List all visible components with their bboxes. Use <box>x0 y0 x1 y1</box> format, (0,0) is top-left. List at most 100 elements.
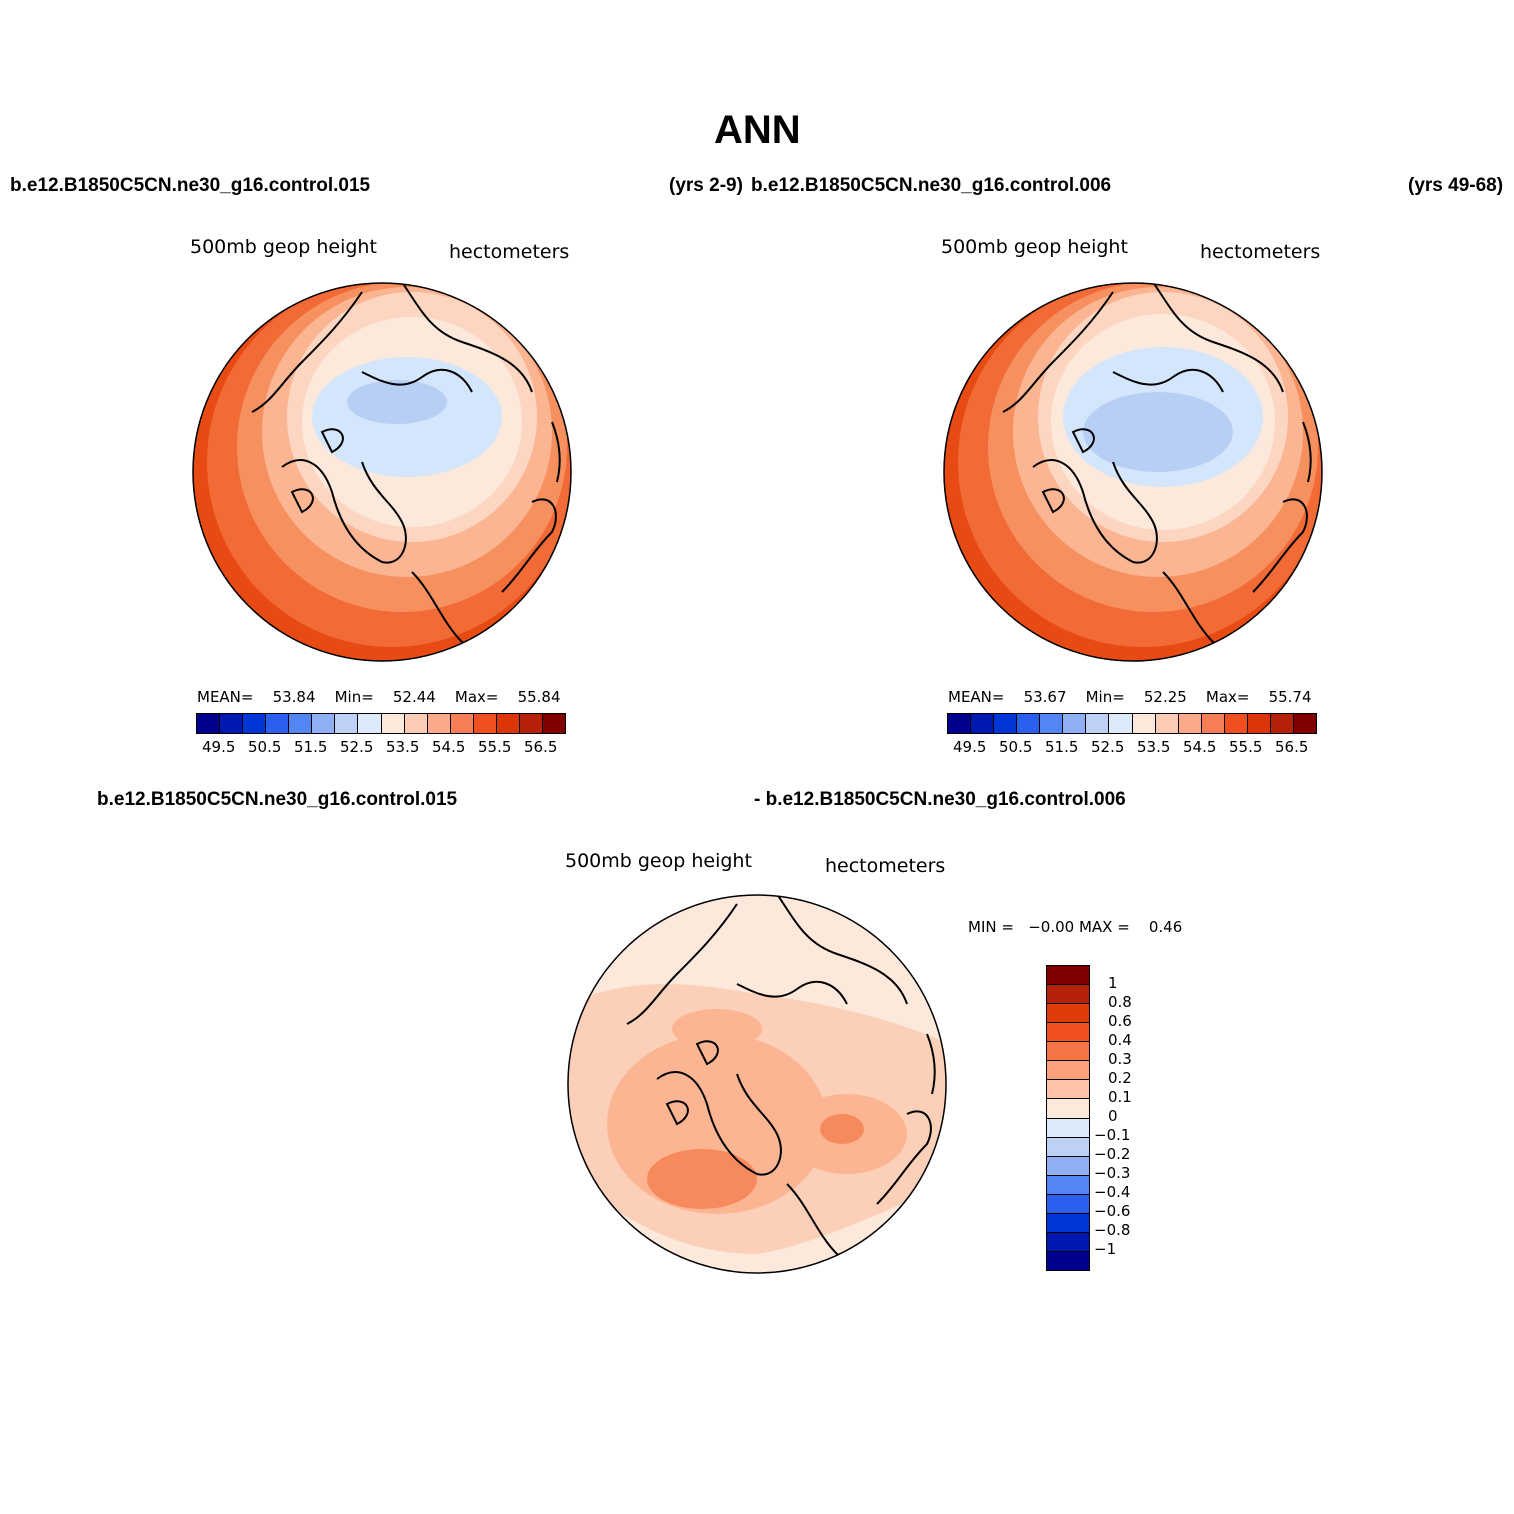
colorbar-tick-label: 50.5 <box>248 738 282 756</box>
colorbar-swatch <box>381 714 405 733</box>
colorbar-diff <box>1046 965 1090 1271</box>
colorbar-swatch <box>971 714 995 733</box>
colorbar-swatch <box>1047 1004 1089 1024</box>
variable-label-left: 500mb geop height <box>190 236 377 258</box>
colorbar-swatch <box>1047 1099 1089 1119</box>
colorbar-swatch <box>1047 1061 1089 1081</box>
polar-map-left <box>192 282 572 662</box>
colorbar-tick-label: 54.5 <box>1183 738 1217 756</box>
colorbar-left <box>196 713 566 734</box>
colorbar-swatch <box>1063 714 1087 733</box>
colorbar-swatch <box>243 714 267 733</box>
colorbar-swatch <box>994 714 1018 733</box>
colorbar-swatch <box>1040 714 1064 733</box>
colorbar-swatch <box>1047 1042 1089 1062</box>
diff-case-b: - b.e12.B1850C5CN.ne30_g16.control.006 <box>754 789 1126 810</box>
max-label: Max= <box>454 688 499 706</box>
colorbar-swatch <box>1086 714 1110 733</box>
colorbar-tick-label: 51.5 <box>294 738 328 756</box>
min-label: Min= <box>1085 688 1125 706</box>
colorbar-swatch <box>335 714 359 733</box>
colorbar-tick-label: −0.2 <box>1094 1145 1131 1163</box>
colorbar-swatch <box>289 714 313 733</box>
colorbar-tick-label: −0.8 <box>1094 1221 1131 1239</box>
max-value: 55.84 <box>517 688 561 706</box>
colorbar-swatch <box>1109 714 1133 733</box>
polar-map-right <box>943 282 1323 662</box>
colorbar-swatch <box>1132 714 1156 733</box>
colorbar-swatch <box>1047 1156 1089 1176</box>
mean-value: 53.67 <box>1023 688 1067 706</box>
colorbar-tick-label: 52.5 <box>1091 738 1125 756</box>
colorbar-swatch <box>1047 1023 1089 1043</box>
colorbar-swatch <box>1047 1175 1089 1195</box>
colorbar-swatch <box>1047 966 1089 986</box>
colorbar-tick-label: −1 <box>1094 1240 1117 1258</box>
colorbar-tick-label: 0.6 <box>1108 1012 1132 1030</box>
mean-label: MEAN= <box>197 688 254 706</box>
colorbar-tick-label: 0.3 <box>1108 1050 1132 1068</box>
min-value: 52.44 <box>392 688 436 706</box>
colorbar-swatch <box>473 714 497 733</box>
colorbar-swatch <box>1224 714 1248 733</box>
colorbar-tick-label: 55.5 <box>478 738 512 756</box>
colorbar-tick-label: 49.5 <box>202 738 236 756</box>
colorbar-tick-label: 1 <box>1108 974 1118 992</box>
colorbar-swatch <box>496 714 520 733</box>
years-label-right: (yrs 49-68) <box>1408 175 1504 196</box>
colorbar-tick-label: −0.4 <box>1094 1183 1131 1201</box>
colorbar-swatch <box>1047 1118 1089 1138</box>
stats-right: MEAN= 53.67 Min= 52.25 Max= 55.74 <box>948 688 1312 706</box>
diff-variable-label: 500mb geop height <box>565 850 752 872</box>
colorbar-swatch <box>1047 985 1089 1005</box>
colorbar-swatch <box>1178 714 1202 733</box>
colorbar-swatch <box>1047 1251 1089 1270</box>
colorbar-swatch <box>542 714 565 733</box>
colorbar-swatch <box>1047 1194 1089 1214</box>
colorbar-swatch <box>358 714 382 733</box>
colorbar-tick-label: 53.5 <box>386 738 420 756</box>
years-label-left: (yrs 2-9) <box>669 175 743 196</box>
colorbar-swatch <box>1017 714 1041 733</box>
colorbar-swatch <box>427 714 451 733</box>
colorbar-tick-label: 0 <box>1108 1107 1118 1125</box>
colorbar-tick-label: 0.2 <box>1108 1069 1132 1087</box>
colorbar-tick-label: 0.8 <box>1108 993 1132 1011</box>
colorbar-tick-label: 54.5 <box>432 738 466 756</box>
colorbar-tick-label: 49.5 <box>953 738 987 756</box>
colorbar-tick-label: 53.5 <box>1137 738 1171 756</box>
diff-minmax: MIN = −0.00 MAX = 0.46 <box>968 918 1183 936</box>
case-label-right: b.e12.B1850C5CN.ne30_g16.control.006 <box>751 175 1112 196</box>
colorbar-tick-label: 52.5 <box>340 738 374 756</box>
colorbar-tick-label: 0.4 <box>1108 1031 1132 1049</box>
colorbar-swatch <box>197 714 221 733</box>
colorbar-swatch <box>519 714 543 733</box>
colorbar-tick-label: 55.5 <box>1229 738 1263 756</box>
colorbar-swatch <box>1155 714 1179 733</box>
diff-case-a: b.e12.B1850C5CN.ne30_g16.control.015 <box>97 789 458 810</box>
colorbar-tick-label: 51.5 <box>1045 738 1079 756</box>
colorbar-swatch <box>266 714 290 733</box>
colorbar-tick-label: −0.3 <box>1094 1164 1131 1182</box>
colorbar-swatch <box>450 714 474 733</box>
units-label-left: hectometers <box>449 241 570 263</box>
units-label-right: hectometers <box>1200 241 1321 263</box>
min-label: Min= <box>334 688 374 706</box>
colorbar-tick-label: −0.1 <box>1094 1126 1131 1144</box>
min-value: 52.25 <box>1143 688 1187 706</box>
colorbar-tick-label: 0.1 <box>1108 1088 1132 1106</box>
polar-map-diff <box>567 894 947 1274</box>
colorbar-tick-label: 50.5 <box>999 738 1033 756</box>
colorbar-swatch <box>1247 714 1271 733</box>
colorbar-swatch <box>312 714 336 733</box>
max-value: 55.74 <box>1268 688 1312 706</box>
colorbar-swatch <box>1047 1232 1089 1252</box>
colorbar-swatch <box>1047 1137 1089 1157</box>
colorbar-swatch <box>1047 1213 1089 1233</box>
mean-value: 53.84 <box>272 688 316 706</box>
colorbar-swatch <box>220 714 244 733</box>
colorbar-swatch <box>948 714 972 733</box>
colorbar-swatch <box>1047 1080 1089 1100</box>
colorbar-tick-label: 56.5 <box>1275 738 1309 756</box>
case-label-left: b.e12.B1850C5CN.ne30_g16.control.015 <box>10 175 371 196</box>
